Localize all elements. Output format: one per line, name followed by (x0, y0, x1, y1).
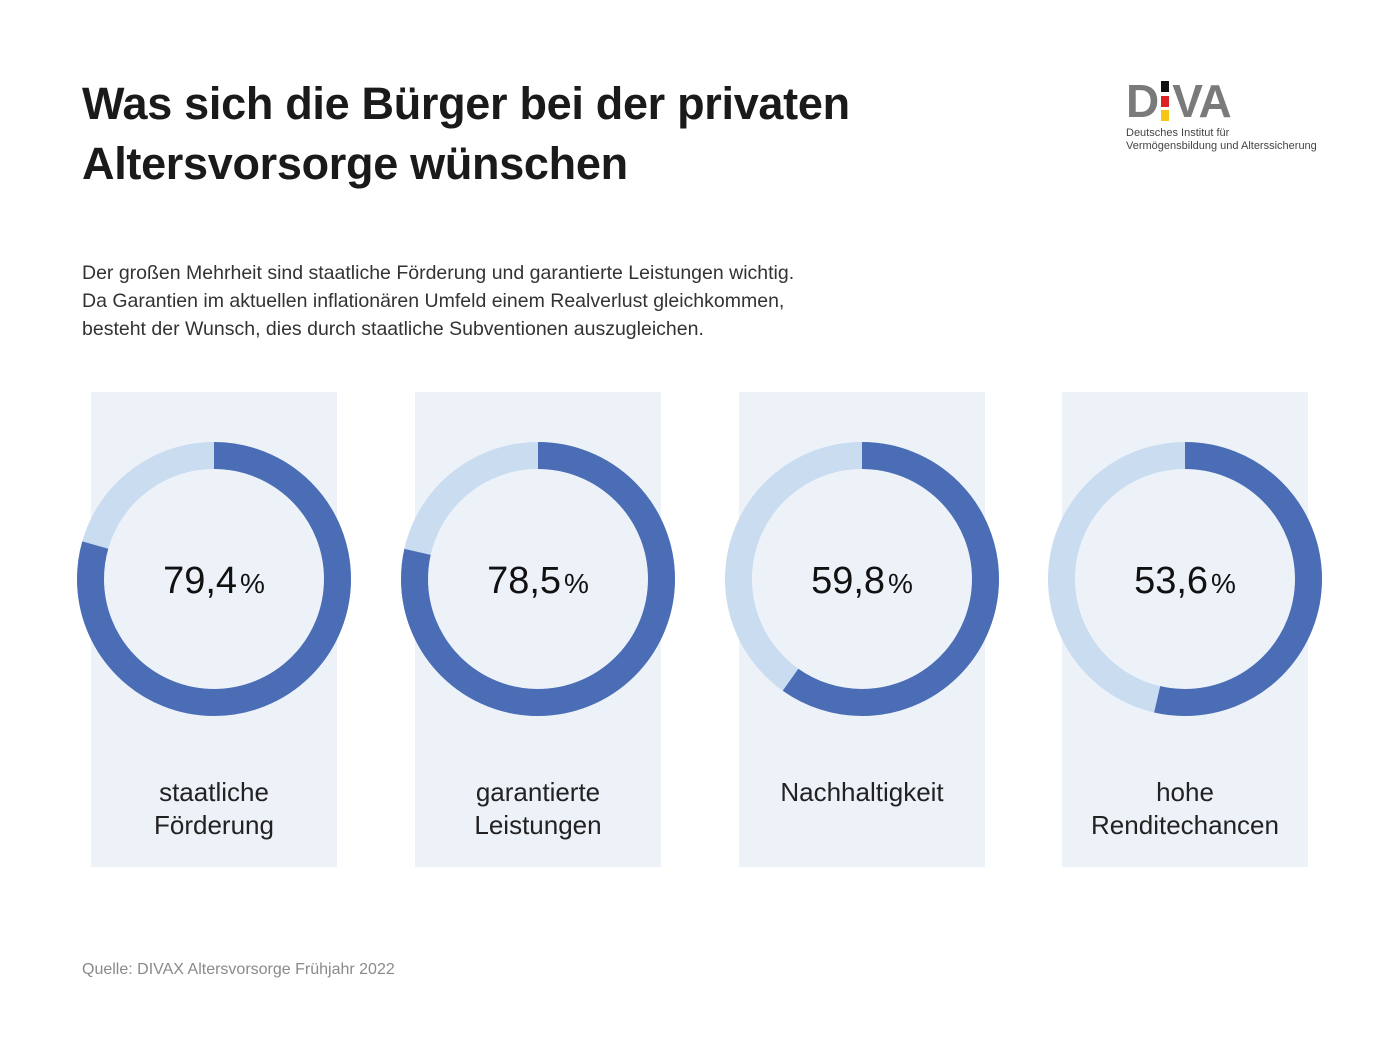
flag-stripe-black (1161, 81, 1170, 92)
category-label-line: staatliche (159, 777, 269, 807)
source-note: Quelle: DIVAX Altersvorsorge Frühjahr 20… (82, 961, 395, 978)
category-label-line: hohe (1156, 777, 1214, 807)
intro-line-2: Da Garantien im aktuellen inflationären … (82, 290, 785, 312)
category-label-line: Renditechancen (1091, 810, 1279, 840)
logo-subtitle: Deutsches Institut für Vermögensbildung … (1126, 127, 1317, 153)
category-label-line: Nachhaltigkeit (780, 777, 944, 807)
category-label: staatliche Förderung (91, 776, 337, 842)
category-label: Nachhaltigkeit (739, 776, 985, 809)
category-label-line: Leistungen (474, 810, 602, 840)
logo-subtitle-line-2: Vermögensbildung und Alterssicherung (1126, 140, 1317, 152)
intro-text: Der großen Mehrheit sind staatliche Förd… (82, 259, 794, 343)
flag-stripe-gold (1161, 110, 1170, 121)
flag-stripe-red (1161, 95, 1170, 107)
category-label-line: Förderung (154, 810, 274, 840)
german-flag-icon (1161, 81, 1170, 121)
category-label: garantierte Leistungen (415, 776, 661, 842)
diva-logo: D VA Deutsches Institut für Vermögensbil… (1126, 75, 1317, 153)
category-label-line: garantierte (475, 777, 601, 807)
logo-mark: D VA (1126, 75, 1317, 127)
intro-line-1: Der großen Mehrheit sind staatliche Förd… (82, 262, 795, 284)
logo-letters-va: VA (1172, 75, 1231, 127)
logo-subtitle-line-1: Deutsches Institut für (1126, 127, 1230, 139)
category-label: hohe Renditechancen (1062, 776, 1308, 842)
title-line-2: Altersvorsorge wünschen (82, 138, 628, 189)
page-title: Was sich die Bürger bei der privaten Alt… (82, 74, 850, 194)
intro-line-3: besteht der Wunsch, dies durch staatlich… (82, 318, 704, 340)
title-line-1: Was sich die Bürger bei der privaten (82, 78, 850, 129)
logo-letter-d: D (1126, 75, 1159, 127)
